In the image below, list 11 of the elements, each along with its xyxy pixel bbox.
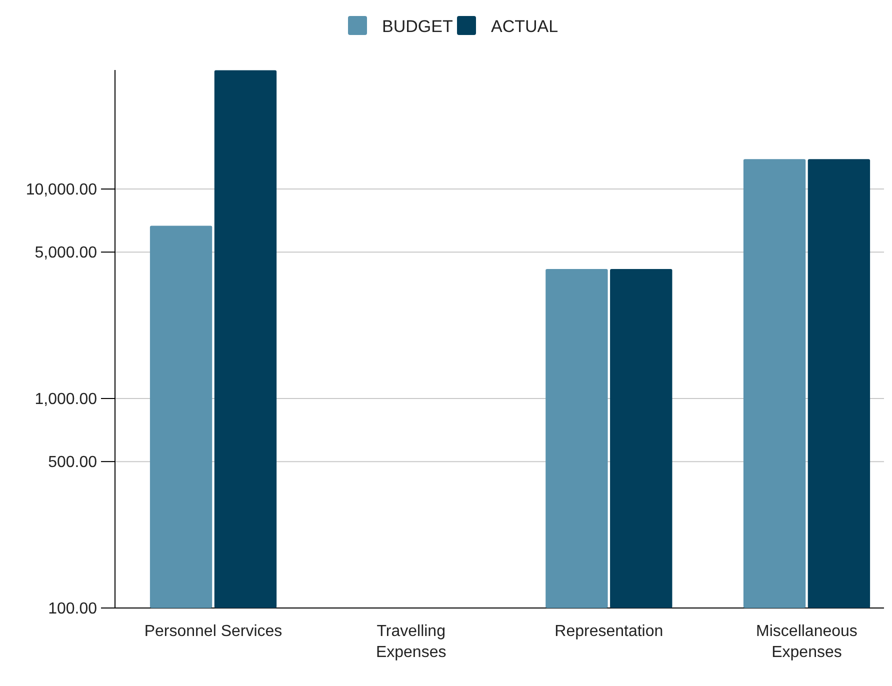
y-tick-label: 500.00: [48, 454, 98, 472]
x-tick-label: Personnel Services: [144, 623, 282, 640]
y-tick-label: 5,000.00: [34, 244, 98, 262]
x-tick-label: Representation: [554, 623, 664, 640]
legend-label: BUDGET: [382, 16, 453, 36]
legend-label: ACTUAL: [491, 16, 558, 36]
y-tick-label: 100.00: [48, 600, 98, 618]
x-tick-label: Travelling Expenses: [376, 623, 446, 661]
y-tick-label: 10,000.00: [26, 182, 98, 199]
y-tick-label: 1,000.00: [34, 391, 98, 408]
x-tick-label: Miscellaneous Expenses: [756, 623, 858, 661]
